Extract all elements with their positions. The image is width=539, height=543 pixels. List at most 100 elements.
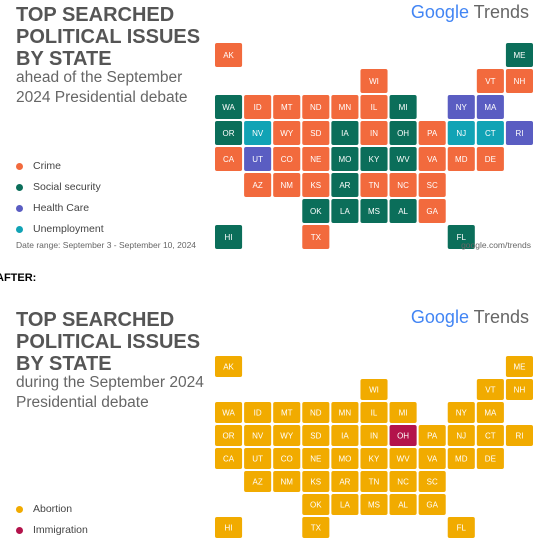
state xyxy=(273,471,301,492)
state xyxy=(476,425,504,446)
logo: Google Trends xyxy=(411,2,529,23)
state-label: KY xyxy=(369,455,380,464)
state-label: AZ xyxy=(253,181,263,190)
state xyxy=(331,173,359,197)
logo: Google Trends xyxy=(411,307,529,328)
state-label: NY xyxy=(456,103,468,112)
legend-label: Health Care xyxy=(33,202,90,214)
state-label: MS xyxy=(368,501,380,510)
state-label: KS xyxy=(310,478,321,487)
state xyxy=(331,95,359,119)
state xyxy=(273,173,301,197)
state-label: LA xyxy=(340,207,350,216)
state xyxy=(447,517,475,538)
state xyxy=(215,147,243,171)
state-label: WV xyxy=(397,455,411,464)
state xyxy=(360,448,388,469)
state-label: MT xyxy=(281,103,293,112)
state-label: IL xyxy=(371,409,378,418)
state-label: AR xyxy=(339,478,350,487)
state xyxy=(244,448,272,469)
state xyxy=(389,471,417,492)
state-label: HI xyxy=(225,233,233,242)
state xyxy=(447,121,475,145)
state xyxy=(302,121,330,145)
state xyxy=(360,147,388,171)
state-label: SD xyxy=(310,129,321,138)
state-label: ND xyxy=(310,103,322,112)
state-label: MD xyxy=(455,455,468,464)
state-label: OR xyxy=(223,129,235,138)
state xyxy=(360,425,388,446)
state xyxy=(505,69,533,93)
state-label: ME xyxy=(513,51,525,60)
state-label: KY xyxy=(369,155,380,164)
state xyxy=(360,494,388,515)
state xyxy=(273,95,301,119)
legend-swatch xyxy=(16,204,23,212)
state xyxy=(447,402,475,423)
state xyxy=(389,425,417,446)
state xyxy=(302,225,330,249)
state xyxy=(447,147,475,171)
state xyxy=(244,95,272,119)
state xyxy=(505,43,533,67)
state xyxy=(331,147,359,171)
footer-left: Date range: September 3 - September 10, … xyxy=(16,240,197,250)
state xyxy=(447,225,475,249)
state xyxy=(447,448,475,469)
state-label: ID xyxy=(254,103,262,112)
state xyxy=(360,173,388,197)
state-label: PA xyxy=(427,129,438,138)
state-label: CO xyxy=(281,155,293,164)
state-label: NV xyxy=(252,432,264,441)
state xyxy=(215,448,243,469)
state-label: WY xyxy=(280,129,294,138)
state-label: WV xyxy=(397,155,411,164)
state-label: CT xyxy=(485,432,496,441)
state-label: WI xyxy=(369,77,379,86)
state-label: SD xyxy=(310,432,321,441)
state-label: GA xyxy=(426,207,438,216)
state xyxy=(389,147,417,171)
state xyxy=(244,173,272,197)
state-label: ID xyxy=(254,409,262,418)
state xyxy=(389,448,417,469)
state-label: ND xyxy=(310,409,322,418)
legend-swatch xyxy=(16,526,23,534)
state-label: DE xyxy=(485,155,496,164)
state xyxy=(331,199,359,223)
state-label: MA xyxy=(484,103,497,112)
state xyxy=(244,402,272,423)
state xyxy=(447,425,475,446)
state xyxy=(331,402,359,423)
state xyxy=(244,121,272,145)
state-label: MA xyxy=(484,409,497,418)
logo-brand: Google xyxy=(410,307,469,327)
state xyxy=(360,199,388,223)
state xyxy=(273,147,301,171)
title: TOP SEARCHED POLITICAL ISSUES BY STATE xyxy=(16,309,201,375)
after-marker: AFTER: xyxy=(0,272,37,284)
state xyxy=(505,425,533,446)
state-label: CA xyxy=(223,155,235,164)
logo-brand: Google xyxy=(410,2,469,22)
state-label: VA xyxy=(427,455,438,464)
legend-item: Social security xyxy=(16,181,101,193)
state-label: IA xyxy=(341,432,349,441)
state xyxy=(302,425,330,446)
state-label: AK xyxy=(223,363,234,372)
state-label: TN xyxy=(369,478,380,487)
state xyxy=(418,147,446,171)
state xyxy=(273,121,301,145)
state-label: CA xyxy=(223,455,235,464)
state-label: MI xyxy=(399,409,408,418)
logo-product: Trends xyxy=(473,2,529,22)
state-label: FL xyxy=(457,233,467,242)
state-label: OK xyxy=(310,207,322,216)
state xyxy=(505,356,533,377)
state xyxy=(418,448,446,469)
state-label: MD xyxy=(455,155,468,164)
state xyxy=(418,199,446,223)
